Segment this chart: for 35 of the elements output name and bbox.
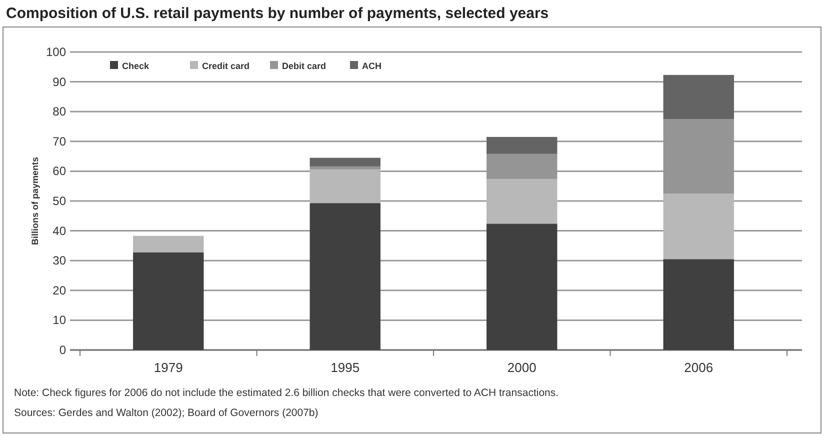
bar	[133, 252, 204, 350]
bar	[663, 194, 734, 260]
bar	[133, 236, 204, 252]
x-tick-label: 2000	[507, 360, 536, 375]
y-tick-label: 20	[52, 283, 66, 298]
x-tick-label: 2006	[684, 360, 714, 375]
bar	[310, 169, 380, 204]
bar	[486, 136, 558, 154]
y-axis-title: Billions of payments	[30, 156, 40, 246]
x-tick-label: 1995	[330, 360, 360, 375]
text: Note: Check figures for 2006 do not include the estimated 2.6 billion checks that were converted to ACH transactions.	[14, 387, 559, 399]
legend-label: Debit card	[282, 61, 326, 71]
legend-label: ACH	[362, 61, 382, 71]
y-tick-label: 0	[59, 343, 66, 357]
bar	[663, 259, 734, 350]
y-tick-label: 90	[52, 74, 66, 89]
source-note: Sources: Gerdes and Walton (2002); Board of Governors (2007b)	[14, 407, 318, 419]
bar	[486, 178, 558, 224]
y-tick-label: 40	[52, 224, 66, 238]
chart-title: Composition of U.S. retail payments by number of payments, selected years	[6, 5, 549, 22]
bar	[663, 74, 734, 120]
y-tick-label: 30	[52, 254, 66, 268]
y-tick-label: 100	[46, 45, 66, 59]
y-tick-label: 50	[52, 194, 66, 208]
bar	[310, 203, 380, 350]
legend-label: Check	[122, 61, 150, 71]
y-tick-label: 80	[52, 104, 66, 119]
bar	[310, 166, 380, 170]
x-tick-label: 1979	[154, 360, 183, 375]
y-tick-label: 70	[52, 134, 66, 148]
bar	[310, 158, 380, 166]
y-tick-label: 60	[52, 164, 66, 178]
legend-label: Credit card	[202, 61, 250, 71]
bar	[486, 224, 558, 350]
y-tick-label: 10	[52, 313, 66, 328]
